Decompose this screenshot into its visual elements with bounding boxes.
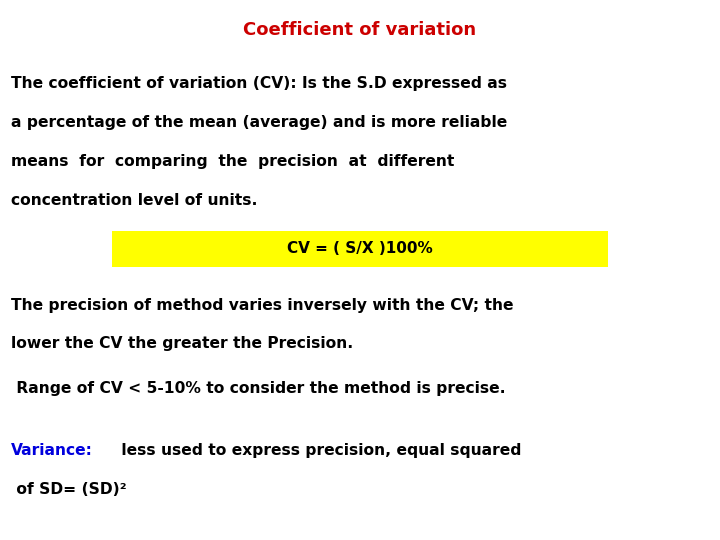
Text: less used to express precision, equal squared: less used to express precision, equal sq… — [117, 443, 522, 458]
Text: Coefficient of variation: Coefficient of variation — [243, 21, 477, 39]
Text: The coefficient of variation (CV): Is the S.D expressed as: The coefficient of variation (CV): Is th… — [11, 76, 507, 91]
Text: Range of CV < 5-10% to consider the method is precise.: Range of CV < 5-10% to consider the meth… — [11, 381, 505, 396]
Text: Variance:: Variance: — [11, 443, 93, 458]
Text: concentration level of units.: concentration level of units. — [11, 193, 257, 208]
Text: of SD= (SD)²: of SD= (SD)² — [11, 482, 127, 497]
Text: lower the CV the greater the Precision.: lower the CV the greater the Precision. — [11, 336, 353, 352]
Text: The precision of method varies inversely with the CV; the: The precision of method varies inversely… — [11, 298, 513, 313]
Text: CV = ( S/X )100%: CV = ( S/X )100% — [287, 241, 433, 256]
Text: means  for  comparing  the  precision  at  different: means for comparing the precision at dif… — [11, 154, 454, 169]
FancyBboxPatch shape — [112, 231, 608, 267]
Text: a percentage of the mean (average) and is more reliable: a percentage of the mean (average) and i… — [11, 115, 507, 130]
